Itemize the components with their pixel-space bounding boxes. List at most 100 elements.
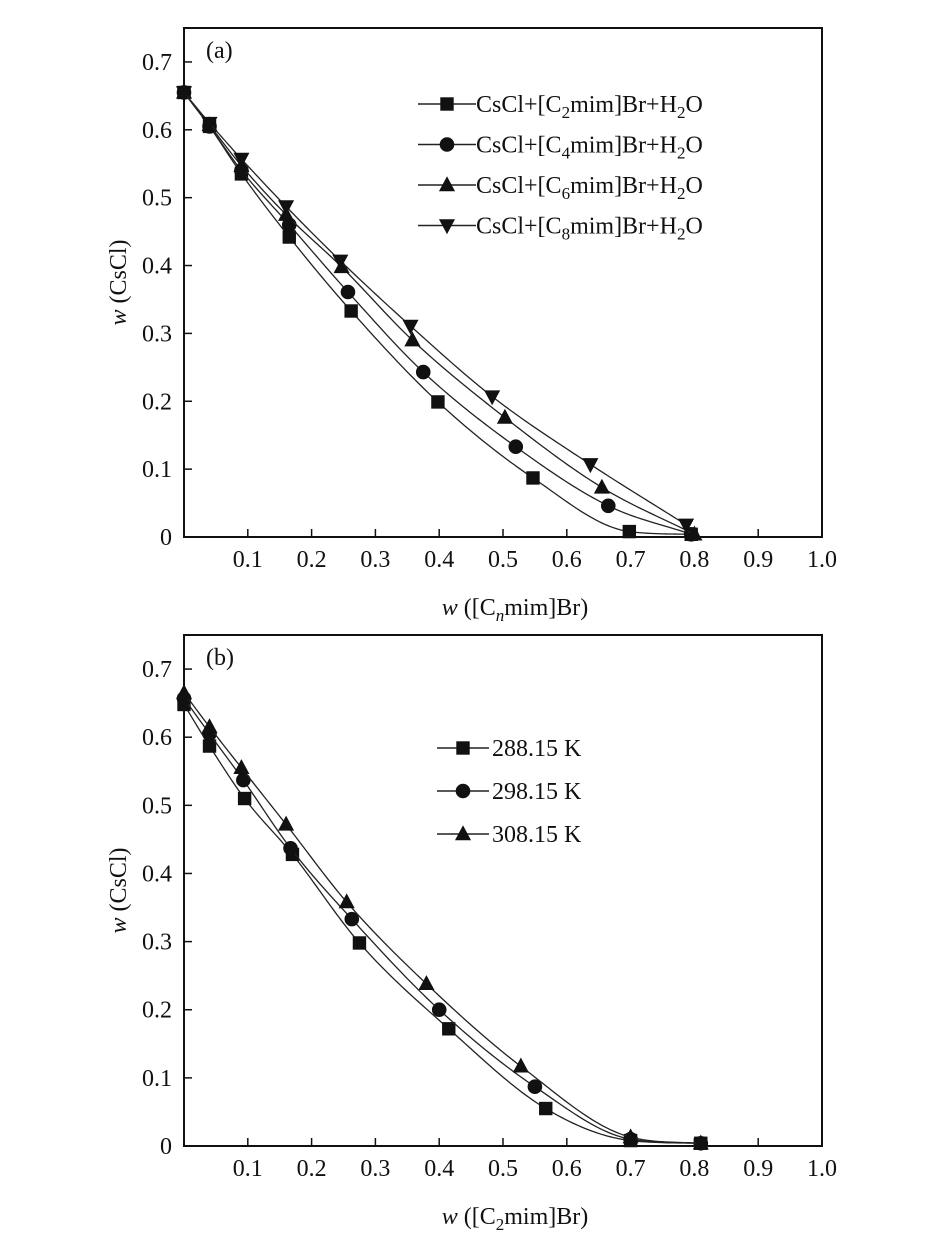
- series-circle: [176, 691, 709, 1151]
- x-tick-label: 0.7: [616, 547, 646, 573]
- data-point: [622, 1128, 639, 1144]
- x-tick-label: 0.7: [616, 1156, 646, 1182]
- data-point: [233, 152, 250, 168]
- y-tick-label: 0.4: [142, 861, 172, 887]
- legend-label: CsCl+[C8mim]Br+H2O: [476, 214, 703, 244]
- plot-frame: [183, 634, 823, 1147]
- x-axis-label: w ([C2mim]Br): [442, 1204, 589, 1234]
- data-point: [593, 478, 610, 494]
- data-point: [692, 1134, 709, 1150]
- legend-entry: CsCl+[C4mim]Br+H2O: [418, 133, 703, 163]
- legend-entry: 288.15 K: [437, 736, 582, 762]
- data-point: [283, 840, 298, 856]
- x-tick-label: 0.4: [424, 1156, 454, 1182]
- series-curve: [183, 697, 701, 1144]
- data-point: [233, 759, 250, 775]
- legend-marker: [438, 219, 456, 235]
- data-point: [352, 936, 367, 950]
- y-tick-label: 0.6: [142, 118, 172, 144]
- data-point: [344, 304, 358, 318]
- data-point: [686, 525, 703, 541]
- legend-marker: [454, 825, 472, 841]
- y-tick-label: 0: [160, 525, 172, 551]
- x-tick-label: 0.5: [488, 1156, 518, 1182]
- legend-entry: CsCl+[C8mim]Br+H2O: [418, 214, 703, 244]
- x-tick-label: 0.8: [679, 547, 709, 573]
- x-tick-label: 0.3: [360, 1156, 390, 1182]
- legend-label: 298.15 K: [492, 779, 582, 805]
- data-point: [201, 116, 218, 132]
- data-point: [237, 791, 252, 806]
- series-curve: [183, 692, 701, 1144]
- x-tick-label: 0.2: [297, 1156, 327, 1182]
- data-point: [201, 718, 218, 734]
- legend-entry: CsCl+[C6mim]Br+H2O: [418, 173, 703, 203]
- data-point: [442, 1022, 456, 1036]
- data-point: [340, 284, 356, 300]
- y-tick-label: 0.1: [142, 457, 172, 483]
- data-point: [526, 471, 540, 485]
- legend-marker: [440, 97, 454, 111]
- panel-label: (a): [206, 38, 233, 64]
- legend-label: 288.15 K: [492, 736, 582, 762]
- x-tick-label: 0.2: [297, 547, 327, 573]
- x-tick-label: 0.6: [552, 547, 582, 573]
- x-tick-label: 0.1: [233, 1156, 263, 1182]
- x-tick-label: 0.1: [233, 547, 263, 573]
- x-tick-label: 0.9: [743, 1156, 773, 1182]
- legend-marker: [456, 741, 470, 755]
- data-point: [282, 230, 296, 244]
- legend-entry: 308.15 K: [437, 822, 582, 848]
- data-point: [527, 1079, 543, 1095]
- legend-entry: 298.15 K: [437, 779, 582, 805]
- x-tick-label: 1.0: [807, 547, 837, 573]
- panel-label: (b): [206, 645, 234, 671]
- x-tick-label: 0.4: [424, 547, 454, 573]
- y-axis-label: w (CsCl): [106, 847, 132, 933]
- y-tick-label: 0: [160, 1134, 172, 1160]
- data-point: [484, 390, 501, 406]
- legend: CsCl+[C2mim]Br+H2O CsCl+[C4mim]Br+H2O CsCl…: [418, 92, 703, 244]
- legend: 288.15 K 298.15 K 308.15 K: [437, 736, 582, 848]
- data-point: [539, 1101, 553, 1116]
- data-point: [332, 254, 349, 270]
- x-tick-label: 0.9: [743, 547, 773, 573]
- data-point: [344, 911, 360, 927]
- data-point: [404, 331, 421, 347]
- x-tick-label: 1.0: [807, 1156, 837, 1182]
- chart-panel-b: 0.1 0.2 0.3 0.4 0.5 0.6 0.7 0.8 0.9 1.0 0 0.1 0.2 0.3…: [106, 634, 837, 1234]
- y-tick-label: 0.1: [142, 1066, 172, 1092]
- data-point: [431, 1002, 447, 1018]
- data-point: [508, 439, 524, 455]
- legend-marker: [439, 137, 455, 152]
- data-point: [600, 498, 616, 514]
- data-point: [402, 319, 419, 335]
- data-point: [338, 893, 355, 909]
- series-triangle-up: [175, 684, 709, 1150]
- series-curve: [183, 92, 692, 535]
- data-point: [278, 815, 295, 831]
- legend-marker: [455, 783, 471, 799]
- data-point: [622, 524, 637, 539]
- data-point: [582, 458, 599, 474]
- x-tick-label: 0.8: [679, 1156, 709, 1182]
- data-point: [512, 1057, 529, 1073]
- y-tick-label: 0.6: [142, 725, 172, 751]
- y-axis-label: w (CsCl): [106, 239, 132, 325]
- legend-label: CsCl+[C2mim]Br+H2O: [476, 92, 703, 122]
- y-tick-label: 0.5: [142, 793, 172, 819]
- y-tick-label: 0.3: [142, 321, 172, 347]
- legend-label: CsCl+[C4mim]Br+H2O: [476, 133, 703, 163]
- y-tick-label: 0.3: [142, 930, 172, 956]
- y-tick-label: 0.2: [142, 389, 172, 415]
- data-point: [418, 975, 435, 991]
- y-tick-label: 0.2: [142, 998, 172, 1024]
- y-tick-label: 0.7: [142, 50, 172, 76]
- series-curve: [183, 92, 687, 526]
- legend-entry: CsCl+[C2mim]Br+H2O: [418, 92, 703, 122]
- data-point: [175, 86, 193, 102]
- series-triangle-down: [175, 86, 695, 534]
- y-tick-label: 0.5: [142, 186, 172, 212]
- series-curve: [183, 92, 695, 535]
